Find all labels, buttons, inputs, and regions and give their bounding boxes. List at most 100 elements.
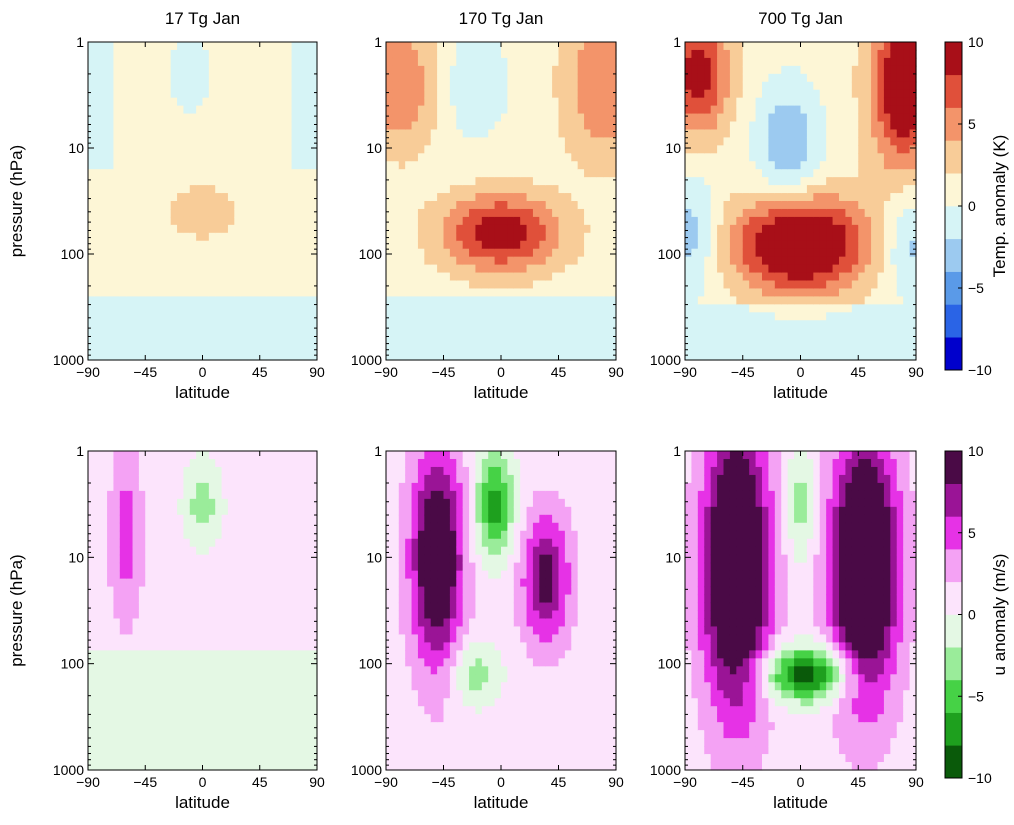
heat-cell <box>247 344 254 353</box>
heat-cell <box>424 57 432 67</box>
heat-cell <box>558 89 566 99</box>
heat-cell <box>240 57 248 67</box>
heat-cell <box>208 344 216 353</box>
heat-cell <box>94 706 102 715</box>
heat-cell <box>729 272 737 282</box>
heat-cell <box>411 336 419 345</box>
heat-cell <box>729 129 737 138</box>
heat-cell <box>430 129 438 138</box>
heat-cell <box>513 328 521 337</box>
heat-cell <box>571 193 579 202</box>
heat-cell <box>398 193 406 202</box>
heat-cell <box>877 216 885 226</box>
heat-cell <box>501 153 508 162</box>
heat-cell <box>126 586 134 596</box>
heat-cell <box>564 42 572 51</box>
heat-cell <box>909 320 917 329</box>
heat-cell <box>126 490 134 500</box>
heat-cell <box>170 248 178 258</box>
heat-cell <box>247 224 254 234</box>
heat-cell <box>909 169 917 178</box>
heat-cell <box>411 42 419 51</box>
heat-cell <box>253 177 261 186</box>
heat-cell <box>138 746 146 755</box>
heat-cell <box>826 344 834 353</box>
heat-cell <box>157 121 165 131</box>
heat-cell <box>520 177 528 186</box>
heat-cell <box>819 296 827 305</box>
heat-cell <box>903 280 911 290</box>
heat-cell <box>736 320 744 329</box>
x-tick-label: −45 <box>133 364 157 380</box>
heat-cell <box>234 272 242 282</box>
heat-cell <box>100 137 108 146</box>
heat-cell <box>736 304 744 313</box>
heat-cell <box>405 42 413 51</box>
heat-cell <box>532 248 540 258</box>
heat-cell <box>449 177 457 186</box>
heat-cell <box>183 89 191 99</box>
heat-cell <box>558 137 566 146</box>
heat-cell <box>877 65 885 75</box>
heat-cell <box>208 320 216 329</box>
heat-cell <box>558 105 566 115</box>
heat-cell <box>532 208 540 218</box>
heat-cell <box>481 169 489 178</box>
heat-cell <box>411 137 419 146</box>
heat-cell <box>896 42 904 51</box>
heat-cell <box>710 145 718 154</box>
heat-cell <box>113 514 121 524</box>
heat-cell <box>398 288 406 297</box>
heat-cell <box>151 208 159 218</box>
heat-cell <box>291 105 299 115</box>
heat-cell <box>481 272 489 282</box>
heat-cell <box>449 336 457 345</box>
heat-cell <box>768 97 776 107</box>
heat-cell <box>94 626 102 636</box>
heat-cell <box>138 698 146 707</box>
heat-cell <box>890 177 898 186</box>
heat-cell <box>227 97 235 107</box>
heat-cell <box>411 73 419 83</box>
heat-cell <box>839 161 847 170</box>
heat-cell <box>177 57 185 67</box>
heat-cell <box>266 97 274 107</box>
heat-cell <box>755 248 763 258</box>
heat-cell <box>304 153 312 162</box>
heat-cell <box>208 232 216 242</box>
heat-cell <box>845 137 853 146</box>
heat-cell <box>304 169 312 178</box>
heat-cell <box>88 451 95 460</box>
heat-cell <box>386 65 393 75</box>
heat-cell <box>132 224 140 234</box>
heat-cell <box>871 336 879 345</box>
heat-cell <box>571 328 579 337</box>
heat-cell <box>132 105 140 115</box>
heat-cell <box>858 145 866 154</box>
heat-cell <box>755 81 763 91</box>
heat-cell <box>469 65 477 75</box>
heat-cell <box>513 264 521 274</box>
heat-cell <box>590 193 598 202</box>
heat-cell <box>774 224 782 234</box>
heat-cell <box>138 264 146 274</box>
heat-cell <box>278 336 286 345</box>
heat-cell <box>456 145 464 154</box>
x-tick-label: 90 <box>608 364 624 380</box>
heat-cell <box>890 320 898 329</box>
heat-cell <box>787 201 795 210</box>
heat-cell <box>234 232 242 242</box>
heat-cell <box>449 73 457 83</box>
heat-cell <box>405 320 413 329</box>
heat-cell <box>100 185 108 194</box>
heat-cell <box>151 650 159 659</box>
heat-cell <box>564 73 572 83</box>
heat-cell <box>94 185 102 194</box>
heat-cell <box>507 344 515 353</box>
heat-cell <box>145 690 153 699</box>
heat-cell <box>710 105 718 115</box>
heat-cell <box>890 224 898 234</box>
heat-cell <box>119 682 127 691</box>
heat-cell <box>411 352 419 361</box>
